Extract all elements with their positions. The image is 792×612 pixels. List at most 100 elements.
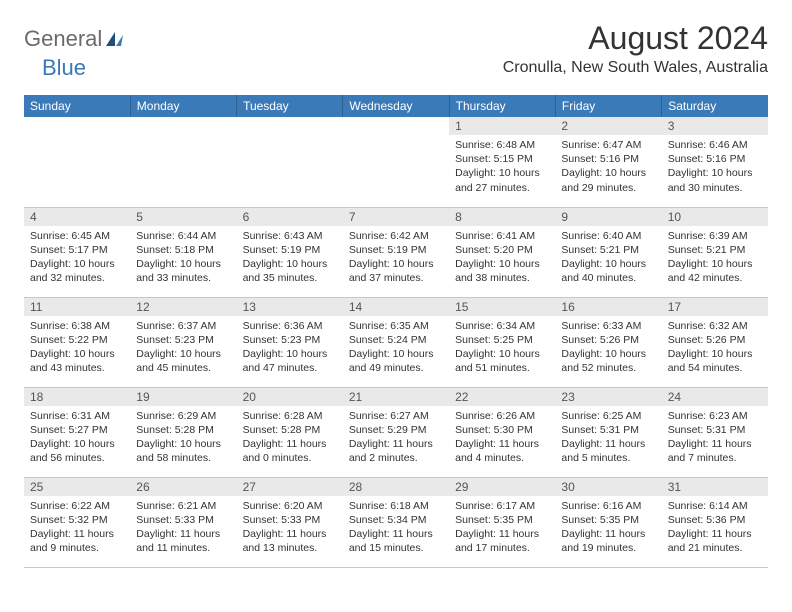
daylight-text: Daylight: 11 hours and 17 minutes. [455,527,549,555]
day-content: Sunrise: 6:16 AMSunset: 5:35 PMDaylight:… [555,496,661,560]
sunrise-text: Sunrise: 6:17 AM [455,499,549,513]
calendar-week-row: 4Sunrise: 6:45 AMSunset: 5:17 PMDaylight… [24,207,768,297]
calendar-day-cell: 18Sunrise: 6:31 AMSunset: 5:27 PMDayligh… [24,387,130,477]
daylight-text: Daylight: 10 hours and 56 minutes. [30,437,124,465]
sunset-text: Sunset: 5:23 PM [136,333,230,347]
day-content: Sunrise: 6:21 AMSunset: 5:33 PMDaylight:… [130,496,236,560]
daylight-text: Daylight: 11 hours and 7 minutes. [668,437,762,465]
day-content: Sunrise: 6:17 AMSunset: 5:35 PMDaylight:… [449,496,555,560]
sunrise-text: Sunrise: 6:46 AM [668,138,762,152]
logo-text-blue: Blue [42,55,86,81]
sunrise-text: Sunrise: 6:23 AM [668,409,762,423]
sunrise-text: Sunrise: 6:27 AM [349,409,443,423]
day-content: Sunrise: 6:33 AMSunset: 5:26 PMDaylight:… [555,316,661,380]
calendar-day-cell: 22Sunrise: 6:26 AMSunset: 5:30 PMDayligh… [449,387,555,477]
sunset-text: Sunset: 5:16 PM [561,152,655,166]
daylight-text: Daylight: 10 hours and 54 minutes. [668,347,762,375]
daylight-text: Daylight: 10 hours and 30 minutes. [668,166,762,194]
sunrise-text: Sunrise: 6:28 AM [243,409,337,423]
logo-flag-icon [106,30,126,51]
calendar-day-cell: 26Sunrise: 6:21 AMSunset: 5:33 PMDayligh… [130,477,236,567]
calendar-day-cell: 10Sunrise: 6:39 AMSunset: 5:21 PMDayligh… [662,207,768,297]
day-number: 18 [24,388,130,406]
sunrise-text: Sunrise: 6:21 AM [136,499,230,513]
daylight-text: Daylight: 11 hours and 13 minutes. [243,527,337,555]
day-content: Sunrise: 6:44 AMSunset: 5:18 PMDaylight:… [130,226,236,290]
day-number: 1 [449,117,555,135]
sunrise-text: Sunrise: 6:29 AM [136,409,230,423]
calendar-day-cell [343,117,449,207]
calendar-day-cell: 12Sunrise: 6:37 AMSunset: 5:23 PMDayligh… [130,297,236,387]
calendar-day-cell: 15Sunrise: 6:34 AMSunset: 5:25 PMDayligh… [449,297,555,387]
day-number: 27 [237,478,343,496]
calendar-day-cell: 5Sunrise: 6:44 AMSunset: 5:18 PMDaylight… [130,207,236,297]
sunrise-text: Sunrise: 6:48 AM [455,138,549,152]
sunrise-text: Sunrise: 6:26 AM [455,409,549,423]
sunrise-text: Sunrise: 6:40 AM [561,229,655,243]
day-content: Sunrise: 6:18 AMSunset: 5:34 PMDaylight:… [343,496,449,560]
calendar-day-cell: 4Sunrise: 6:45 AMSunset: 5:17 PMDaylight… [24,207,130,297]
sunrise-text: Sunrise: 6:47 AM [561,138,655,152]
day-number: 21 [343,388,449,406]
daylight-text: Daylight: 10 hours and 51 minutes. [455,347,549,375]
sunset-text: Sunset: 5:21 PM [668,243,762,257]
sunset-text: Sunset: 5:24 PM [349,333,443,347]
sunrise-text: Sunrise: 6:43 AM [243,229,337,243]
sunrise-text: Sunrise: 6:16 AM [561,499,655,513]
sunrise-text: Sunrise: 6:41 AM [455,229,549,243]
day-number: 20 [237,388,343,406]
weekday-header: Thursday [449,95,555,117]
daylight-text: Daylight: 11 hours and 5 minutes. [561,437,655,465]
calendar-day-cell: 3Sunrise: 6:46 AMSunset: 5:16 PMDaylight… [662,117,768,207]
calendar-day-cell [130,117,236,207]
day-number: 29 [449,478,555,496]
day-content: Sunrise: 6:43 AMSunset: 5:19 PMDaylight:… [237,226,343,290]
day-number: 24 [662,388,768,406]
sunset-text: Sunset: 5:33 PM [243,513,337,527]
day-number: 16 [555,298,661,316]
day-number: 28 [343,478,449,496]
sunrise-text: Sunrise: 6:44 AM [136,229,230,243]
sunset-text: Sunset: 5:18 PM [136,243,230,257]
calendar-week-row: 18Sunrise: 6:31 AMSunset: 5:27 PMDayligh… [24,387,768,477]
sunset-text: Sunset: 5:25 PM [455,333,549,347]
calendar-day-cell: 7Sunrise: 6:42 AMSunset: 5:19 PMDaylight… [343,207,449,297]
day-number: 26 [130,478,236,496]
day-content: Sunrise: 6:25 AMSunset: 5:31 PMDaylight:… [555,406,661,470]
weekday-header: Saturday [662,95,768,117]
sunrise-text: Sunrise: 6:38 AM [30,319,124,333]
day-content: Sunrise: 6:47 AMSunset: 5:16 PMDaylight:… [555,135,661,199]
sunset-text: Sunset: 5:31 PM [561,423,655,437]
day-content: Sunrise: 6:28 AMSunset: 5:28 PMDaylight:… [237,406,343,470]
daylight-text: Daylight: 10 hours and 52 minutes. [561,347,655,375]
weekday-header: Monday [130,95,236,117]
calendar-day-cell: 19Sunrise: 6:29 AMSunset: 5:28 PMDayligh… [130,387,236,477]
daylight-text: Daylight: 10 hours and 58 minutes. [136,437,230,465]
day-content: Sunrise: 6:46 AMSunset: 5:16 PMDaylight:… [662,135,768,199]
sunrise-text: Sunrise: 6:25 AM [561,409,655,423]
day-content: Sunrise: 6:41 AMSunset: 5:20 PMDaylight:… [449,226,555,290]
calendar-day-cell: 28Sunrise: 6:18 AMSunset: 5:34 PMDayligh… [343,477,449,567]
day-content: Sunrise: 6:40 AMSunset: 5:21 PMDaylight:… [555,226,661,290]
logo: General [24,20,128,52]
calendar-day-cell: 11Sunrise: 6:38 AMSunset: 5:22 PMDayligh… [24,297,130,387]
day-number: 14 [343,298,449,316]
daylight-text: Daylight: 10 hours and 43 minutes. [30,347,124,375]
sunrise-text: Sunrise: 6:32 AM [668,319,762,333]
calendar-day-cell: 27Sunrise: 6:20 AMSunset: 5:33 PMDayligh… [237,477,343,567]
sunset-text: Sunset: 5:32 PM [30,513,124,527]
calendar-day-cell: 31Sunrise: 6:14 AMSunset: 5:36 PMDayligh… [662,477,768,567]
daylight-text: Daylight: 10 hours and 32 minutes. [30,257,124,285]
title-block: August 2024 Cronulla, New South Wales, A… [503,20,768,77]
day-content: Sunrise: 6:42 AMSunset: 5:19 PMDaylight:… [343,226,449,290]
sunset-text: Sunset: 5:29 PM [349,423,443,437]
calendar-week-row: 25Sunrise: 6:22 AMSunset: 5:32 PMDayligh… [24,477,768,567]
day-number: 6 [237,208,343,226]
sunrise-text: Sunrise: 6:22 AM [30,499,124,513]
daylight-text: Daylight: 10 hours and 29 minutes. [561,166,655,194]
daylight-text: Daylight: 10 hours and 49 minutes. [349,347,443,375]
day-content: Sunrise: 6:35 AMSunset: 5:24 PMDaylight:… [343,316,449,380]
daylight-text: Daylight: 10 hours and 38 minutes. [455,257,549,285]
calendar-day-cell: 6Sunrise: 6:43 AMSunset: 5:19 PMDaylight… [237,207,343,297]
daylight-text: Daylight: 10 hours and 35 minutes. [243,257,337,285]
